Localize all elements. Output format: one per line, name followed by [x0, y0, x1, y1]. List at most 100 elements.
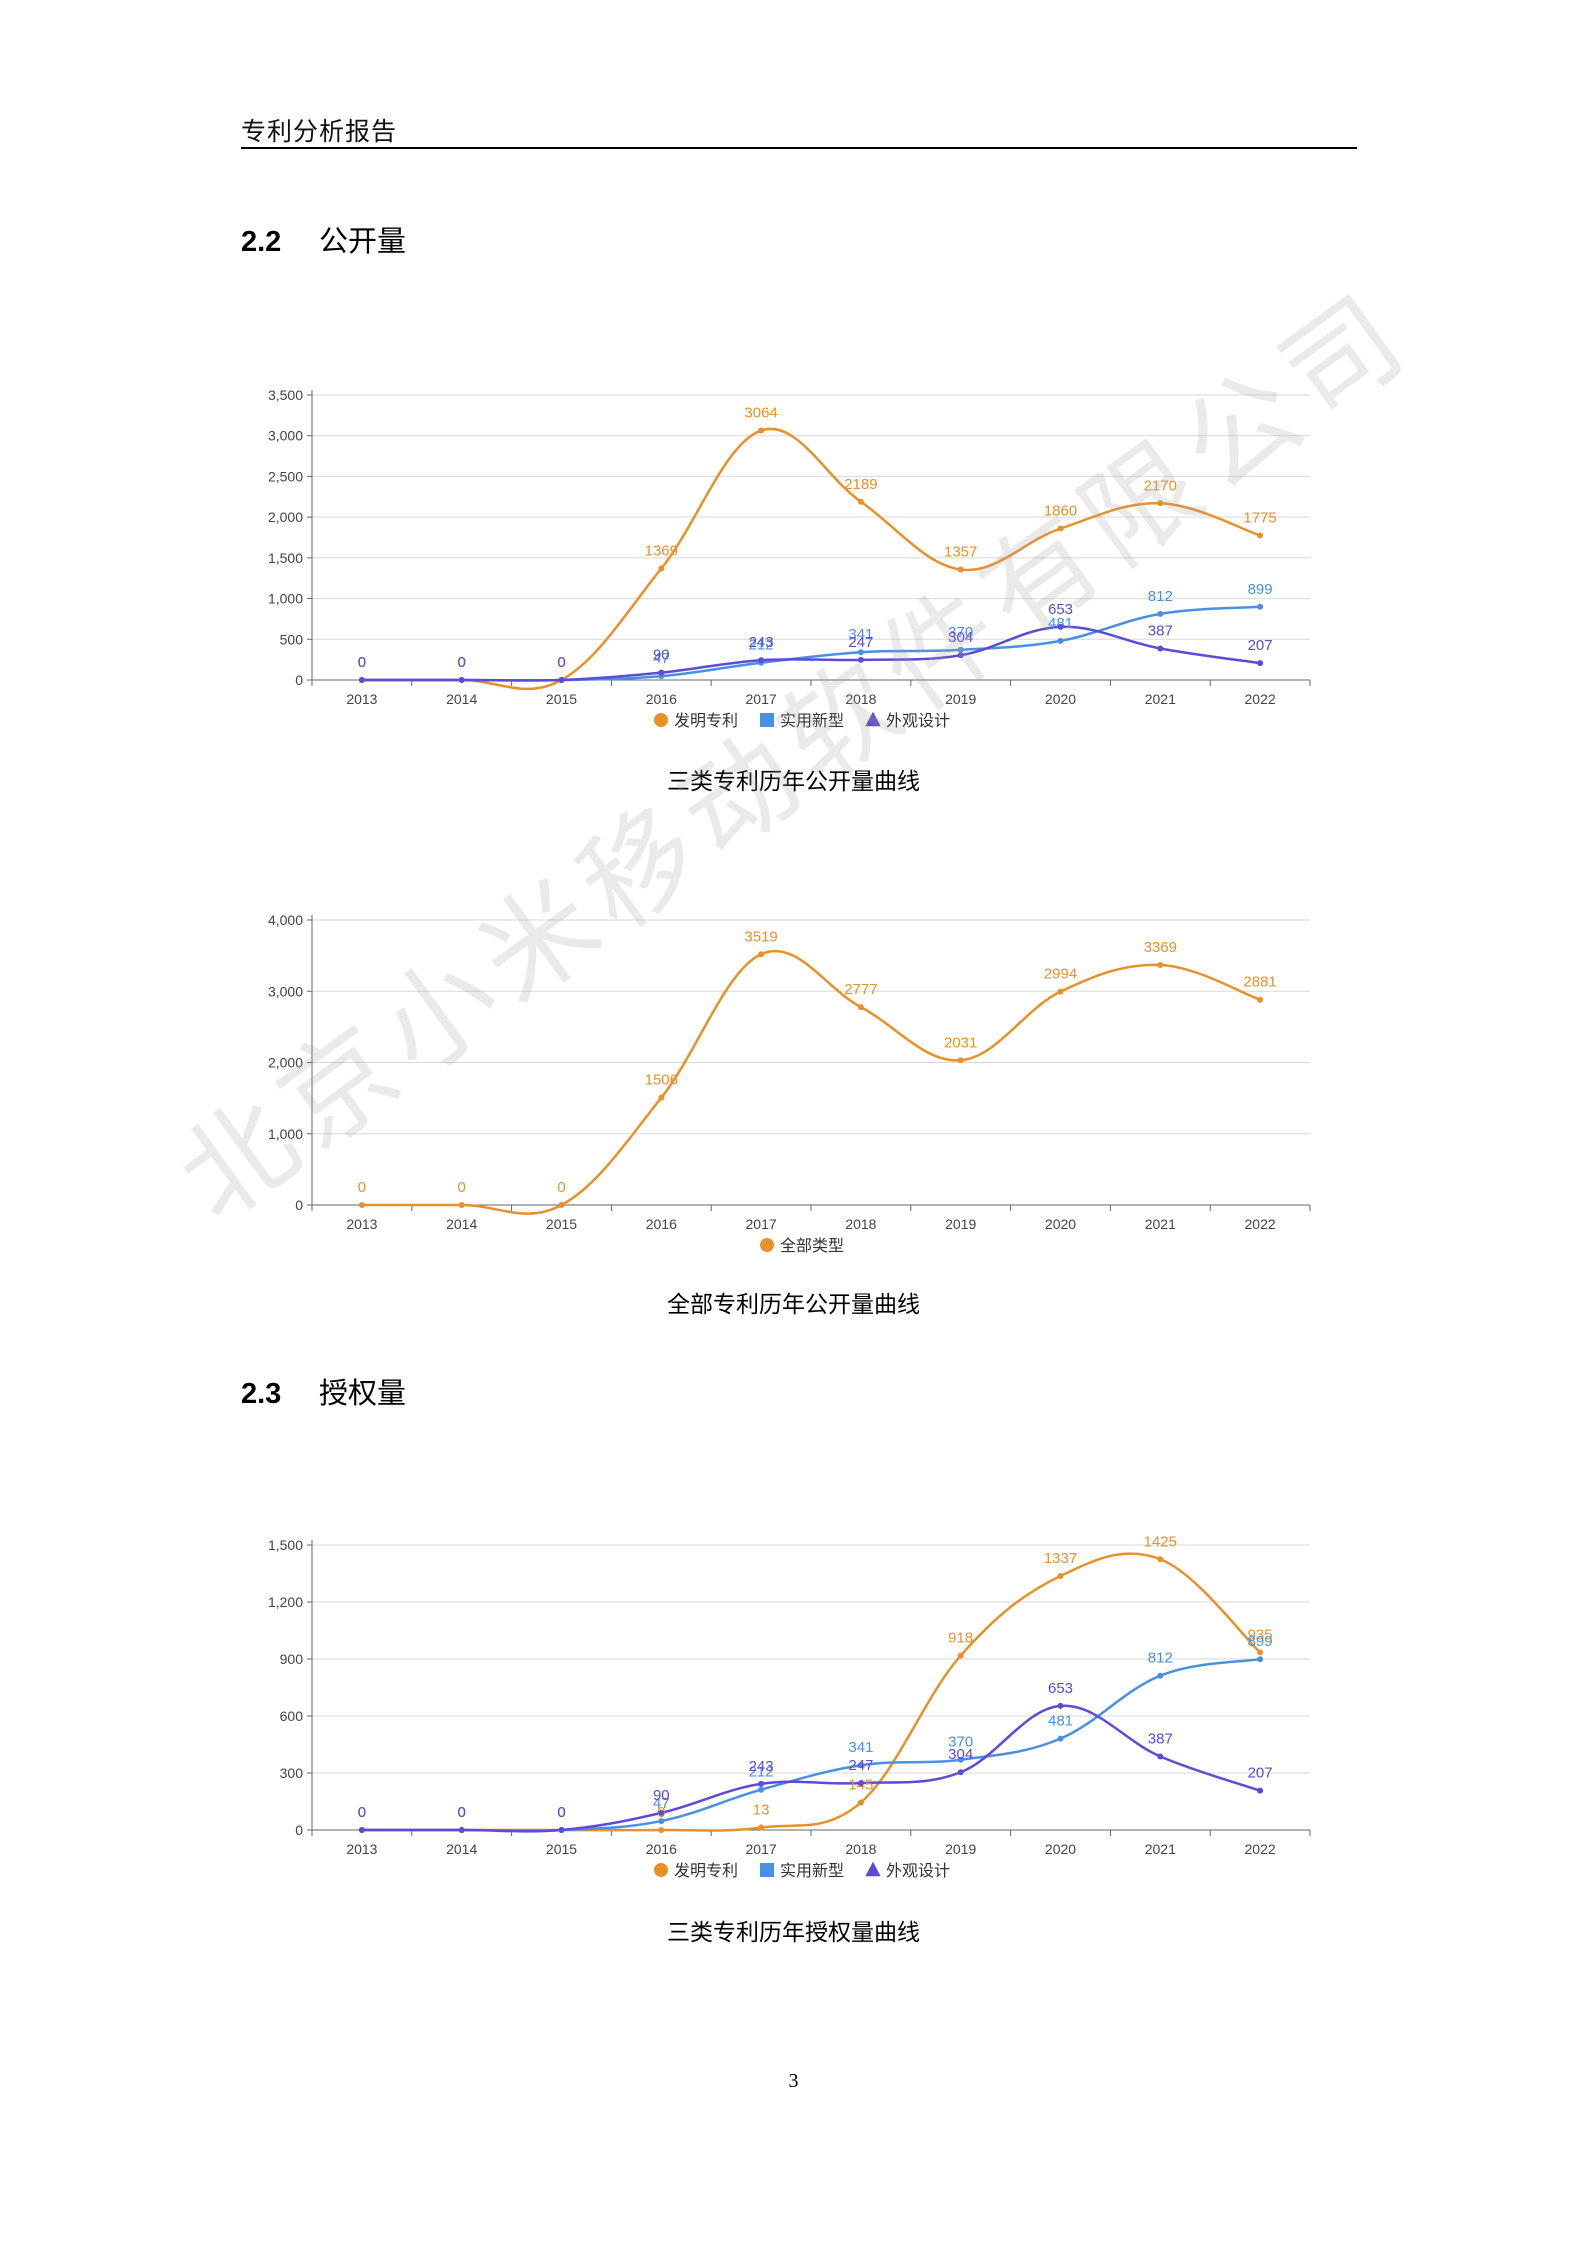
- data-label: 0: [358, 654, 366, 671]
- data-point: [558, 1202, 565, 1208]
- data-label: 899: [1248, 1633, 1273, 1650]
- data-point: [1057, 1702, 1064, 1709]
- data-label: 1860: [1044, 503, 1077, 520]
- data-point: [758, 1786, 765, 1793]
- data-label: 2994: [1044, 966, 1077, 983]
- data-label: 0: [458, 1179, 466, 1196]
- legend-marker: [654, 1863, 668, 1877]
- x-tick-label: 2016: [646, 691, 677, 707]
- series-line: [361, 1657, 1261, 1832]
- data-label: 370: [948, 1734, 973, 1751]
- data-label: 918: [948, 1630, 973, 1647]
- data-label: 1337: [1044, 1550, 1077, 1567]
- data-label: 0: [557, 1179, 565, 1196]
- y-tick-label: 600: [280, 1708, 304, 1724]
- data-point: [358, 1827, 365, 1833]
- y-tick-label: 1,000: [268, 591, 303, 607]
- y-tick-label: 900: [280, 1651, 304, 1667]
- data-point: [1257, 603, 1264, 610]
- x-tick-label: 2021: [1145, 691, 1176, 707]
- x-tick-label: 2016: [646, 1216, 677, 1232]
- data-point: [358, 677, 365, 683]
- data-point: [658, 669, 665, 676]
- data-point: [558, 1827, 565, 1833]
- series-line: [361, 1552, 1261, 1832]
- data-label: 812: [1148, 1650, 1173, 1667]
- chart-caption: 三类专利历年公开量曲线: [667, 769, 920, 795]
- data-label: 0: [458, 654, 466, 671]
- data-label: 0: [458, 654, 466, 671]
- legend-item-label: 发明专利: [674, 1861, 738, 1880]
- data-point: [658, 1818, 665, 1825]
- data-label: 2189: [844, 476, 877, 493]
- data-point: [857, 1762, 864, 1769]
- data-point: [1257, 1656, 1264, 1663]
- data-point: [1257, 996, 1264, 1003]
- data-label: 0: [358, 1804, 366, 1821]
- data-point: [458, 677, 465, 683]
- data-label: 0: [358, 654, 366, 671]
- y-tick-label: 3,500: [268, 387, 303, 403]
- legend-marker: [865, 1861, 881, 1877]
- data-label: 0: [557, 654, 565, 671]
- x-tick-label: 2022: [1245, 1841, 1276, 1857]
- y-tick-label: 4,000: [268, 912, 303, 928]
- data-label: 0: [557, 1804, 565, 1821]
- x-tick-label: 2018: [845, 1216, 876, 1232]
- data-label: 247: [848, 634, 873, 651]
- data-point: [957, 1769, 964, 1776]
- data-point: [758, 951, 765, 958]
- x-tick-label: 2021: [1145, 1841, 1176, 1857]
- section-title: 授权量: [319, 1376, 407, 1410]
- legend-item-label: 外观设计: [886, 1861, 950, 1880]
- data-point: [1057, 623, 1064, 630]
- data-label: 481: [1048, 615, 1073, 632]
- y-tick-label: 300: [280, 1765, 304, 1781]
- y-tick-label: 3,000: [268, 983, 303, 999]
- legend-marker: [760, 1238, 774, 1252]
- data-point: [758, 657, 765, 664]
- data-point: [957, 646, 964, 653]
- y-tick-label: 2,000: [268, 509, 303, 525]
- data-point: [857, 1004, 864, 1011]
- data-point: [857, 649, 864, 656]
- data-point: [658, 1809, 665, 1816]
- data-label: 0: [557, 654, 565, 671]
- data-label: 1425: [1144, 1533, 1177, 1550]
- data-label: 90: [653, 647, 670, 664]
- x-tick-label: 2013: [346, 691, 377, 707]
- section-2-3-heading: 2.3 授权量: [241, 1370, 406, 1412]
- data-label: 0: [458, 1804, 466, 1821]
- data-point: [1257, 1787, 1264, 1794]
- page-number: 3: [788, 2070, 799, 2092]
- data-label: 370: [948, 624, 973, 641]
- data-point: [458, 1202, 465, 1208]
- legend-marker: [760, 713, 774, 727]
- data-point: [1157, 961, 1164, 968]
- y-tick-label: 0: [295, 672, 303, 688]
- legend-marker: [654, 713, 668, 727]
- data-point: [1157, 1672, 1164, 1679]
- chart-all-types-publication: 0 1,000 2,000 3,000 4,000 2013 2014 2015 2016 201…: [268, 912, 1311, 1255]
- section-number: 2.3: [241, 1378, 282, 1410]
- data-label: 653: [1048, 1680, 1073, 1697]
- series-line: [361, 1704, 1261, 1833]
- legend-item-label: 实用新型: [780, 711, 844, 730]
- data-point: [758, 427, 765, 434]
- legend-item-label: 实用新型: [780, 1861, 844, 1880]
- data-point: [358, 1202, 365, 1208]
- data-point: [857, 656, 864, 663]
- data-label: 212: [749, 637, 774, 654]
- data-label: 1357: [944, 544, 977, 561]
- data-label: 243: [749, 1758, 774, 1775]
- data-label: 0: [358, 1179, 366, 1196]
- data-point: [1057, 1572, 1064, 1579]
- legend-marker: [865, 711, 881, 727]
- data-label: 0: [358, 1804, 366, 1821]
- y-tick-label: 2,500: [268, 468, 303, 484]
- data-label: 341: [848, 1739, 873, 1756]
- data-point: [1157, 610, 1164, 617]
- data-point: [558, 677, 565, 683]
- y-tick-label: 1,000: [268, 1126, 303, 1142]
- x-tick-label: 2017: [746, 691, 777, 707]
